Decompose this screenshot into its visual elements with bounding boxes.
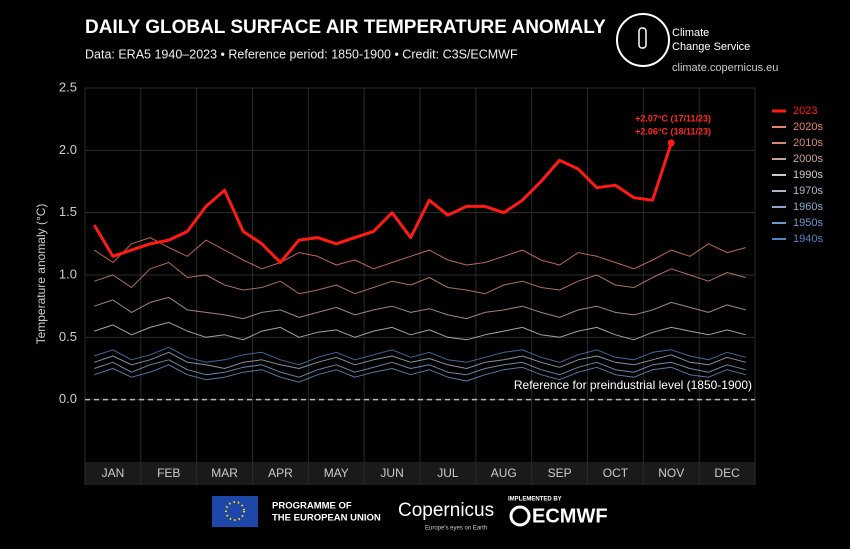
decade-line — [94, 296, 746, 320]
decade-line — [94, 346, 746, 366]
plot: 0.0 0.5 1.0 1.5 2.0 2.5 JAN FEB MAR APR MAY JUN JUL A… — [59, 79, 823, 485]
legend-label: 2010s — [793, 137, 823, 149]
footer-logos: PROGRAMME OF THE EUROPEAN UNION Copernic… — [212, 496, 608, 532]
annotation: +2.06°C (18/11/23) — [635, 126, 711, 136]
decade-line — [94, 237, 746, 270]
decade-line — [94, 351, 746, 369]
x-tick-label: JUL — [437, 466, 459, 480]
x-tick-label: DEC — [714, 466, 740, 480]
decade-line — [94, 359, 746, 378]
legend-label: 2020s — [793, 121, 823, 133]
x-tick-label: SEP — [548, 466, 572, 480]
y-tick-label: 0.0 — [59, 391, 77, 406]
highlight-line — [93, 142, 673, 264]
end-point — [667, 139, 675, 147]
x-tick-label: APR — [268, 466, 293, 480]
y-tick-label: 0.5 — [59, 329, 77, 344]
eu-text: THE EUROPEAN UNION — [272, 513, 381, 524]
ecmwf-text: ECMWF — [532, 505, 608, 527]
x-tick-label: JUN — [380, 466, 403, 480]
x-tick-label: FEB — [157, 466, 180, 480]
x-tick-label: MAY — [324, 466, 349, 480]
y-tick-label: 1.0 — [59, 266, 77, 281]
c3s-logo: Climate Change Service climate.copernicu… — [616, 13, 778, 74]
annotation: +2.07°C (17/11/23) — [635, 113, 711, 123]
x-tick-label: OCT — [603, 466, 629, 480]
legend-label: 1950s — [793, 217, 823, 229]
legend-label: 1990s — [793, 169, 823, 181]
implemented-text: IMPLEMENTED BY — [508, 497, 562, 503]
y-tick-label: 2.0 — [59, 142, 77, 157]
legend-label: 2023 — [793, 105, 817, 117]
legend-label: 1960s — [793, 201, 823, 213]
x-tick-label: AUG — [491, 466, 517, 480]
x-tick-label: JAN — [102, 466, 125, 480]
y-tick-label: 1.5 — [59, 204, 77, 219]
eu-stars — [225, 501, 245, 521]
x-tick-label: MAR — [211, 466, 238, 480]
legend-label: 2000s — [793, 153, 823, 165]
logo-url: climate.copernicus.eu — [672, 62, 778, 74]
decade-line — [94, 262, 746, 295]
reference-label: Reference for preindustrial level (1850-… — [514, 378, 752, 392]
legend-label: 1970s — [793, 185, 823, 197]
chart-title: DAILY GLOBAL SURFACE AIR TEMPERATURE ANO… — [85, 17, 606, 38]
copernicus-text: Copernicus — [398, 500, 494, 521]
logo-thermo — [638, 27, 647, 49]
logo-ring — [616, 13, 670, 67]
decade-line — [94, 364, 746, 383]
ecmwf-mark — [509, 505, 531, 527]
eu-text: PROGRAMME OF — [272, 501, 352, 512]
legend-label: 1940s — [793, 233, 823, 245]
chart-subtitle: Data: ERA5 1940–2023 • Reference period:… — [85, 47, 518, 61]
x-tick-label: NOV — [658, 466, 684, 480]
eu-flag — [212, 496, 258, 527]
y-tick-label: 2.5 — [59, 79, 77, 94]
logo-text: Change Service — [672, 41, 750, 53]
decade-line — [94, 321, 746, 341]
copernicus-tag: Europe's eyes on Earth — [425, 526, 487, 532]
logo-text: Climate — [672, 27, 709, 39]
y-axis-label: Temperature anomaly (°C) — [34, 204, 48, 345]
